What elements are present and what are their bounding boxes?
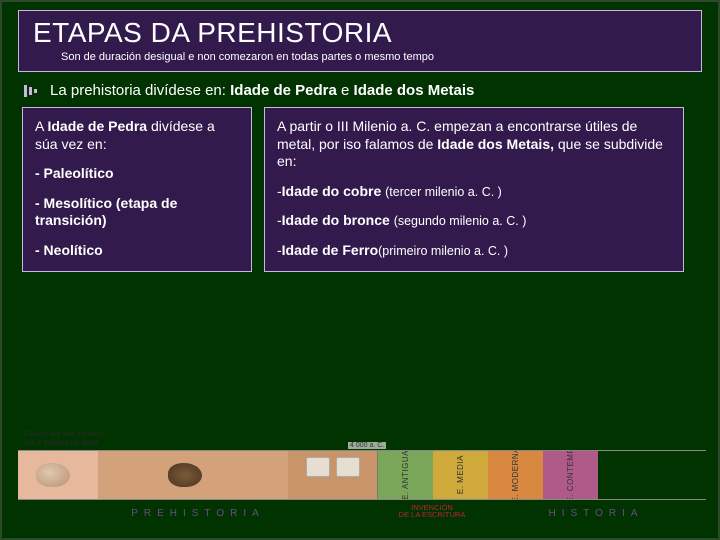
left-paleolitico: - Paleolítico: [35, 165, 239, 183]
timeline: Orixen del ser humano hai 4 millóns de a…: [18, 430, 706, 524]
slide-title: ETAPAS DA PREHISTORIA: [33, 17, 687, 49]
artifact-icon: [36, 463, 70, 487]
right-p1: A partir o III Milenio a. C. empezan a e…: [277, 118, 671, 171]
timeline-seg-moderna: E. MODERNA: [488, 451, 543, 499]
left-p1: A Idade de Pedra divídese a súa vez en:: [35, 118, 239, 153]
intro-bold-1: Idade de Pedra: [230, 82, 337, 99]
intro-mid: e: [337, 82, 354, 99]
right-bronce: -Idade do bronce (segundo milenio a. C. …: [277, 212, 671, 230]
intro-row: La prehistoria divídese en: Idade de Ped…: [24, 82, 688, 99]
timeline-seg-media: E. MEDIA: [433, 451, 488, 499]
timeline-seg-preh-c: [288, 451, 378, 499]
stone-age-box: A Idade de Pedra divídese a súa vez en: …: [22, 107, 252, 272]
timeline-seg-antigua: E. ANTIGUA: [378, 451, 433, 499]
intro-bold-2: Idade dos Metais: [354, 82, 475, 99]
left-mesolitico: - Mesolítico (etapa de transición): [35, 195, 239, 230]
title-box: ETAPAS DA PREHISTORIA Son de duración de…: [18, 10, 702, 72]
bullet-icon: [24, 85, 40, 97]
tablet-icon: [336, 457, 360, 477]
timeline-bottom: PREHISTORIA INVENCIÓN DE LA ESCRITURA HI…: [18, 504, 706, 520]
intro-text: La prehistoria divídese en: Idade de Ped…: [50, 82, 474, 99]
timeline-label-prehistoria: PREHISTORIA: [18, 504, 378, 520]
right-ferro: -Idade de Ferro(primeiro milenio a. C. ): [277, 242, 671, 260]
timeline-seg-preh-a: [18, 451, 98, 499]
columns: A Idade de Pedra divídese a súa vez en: …: [22, 107, 698, 272]
slide-subtitle: Son de duración desigual e non comezaron…: [61, 51, 687, 63]
timeline-marker-4000: 4 000 a. C.: [348, 442, 386, 449]
timeline-label-historia: HISTORIA: [486, 504, 706, 520]
artifact-icon: [168, 463, 202, 487]
timeline-seg-contemp: E. CONTEMP.: [543, 451, 598, 499]
metal-age-box: A partir o III Milenio a. C. empezan a e…: [264, 107, 684, 272]
tablet-icon: [306, 457, 330, 477]
intro-prefix: La prehistoria divídese en:: [50, 82, 230, 99]
timeline-seg-preh-b: [98, 451, 288, 499]
timeline-track: E. ANTIGUA E. MEDIA E. MODERNA E. CONTEM…: [18, 450, 706, 500]
slide: ETAPAS DA PREHISTORIA Son de duración de…: [0, 0, 720, 540]
left-neolitico: - Neolítico: [35, 242, 239, 260]
right-cobre: -Idade do cobre (tercer milenio a. C. ): [277, 183, 671, 201]
timeline-label-escritura: INVENCIÓN DE LA ESCRITURA: [378, 504, 486, 520]
